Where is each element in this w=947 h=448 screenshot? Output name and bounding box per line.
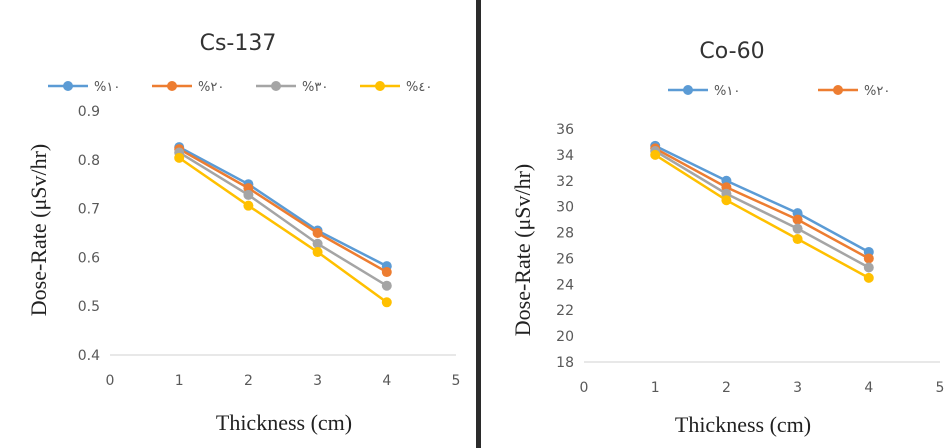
data-point [381, 297, 392, 308]
data-point [243, 183, 254, 194]
y-tick-label: 0.5 [78, 299, 100, 315]
data-point [721, 195, 732, 206]
data-point [863, 272, 874, 283]
data-point [381, 267, 392, 278]
chart-cs137: Cs-137 Dose-Rate (μSv/hr) Thickness (cm)… [26, 31, 461, 435]
y-tick-label: 18 [556, 355, 574, 371]
chart-title: Cs-137 [200, 31, 277, 56]
y-tick-label: 30 [556, 200, 574, 216]
x-tick-label: 3 [793, 380, 802, 396]
x-tick-label: 1 [175, 373, 184, 389]
x-tick-label: 3 [313, 373, 322, 389]
y-axis-label: Dose-Rate (μSv/hr) [26, 144, 51, 316]
x-tick-label: 1 [651, 380, 660, 396]
series-line [178, 146, 388, 268]
y-tick-label: 0.7 [78, 202, 100, 218]
x-axis-label: Thickness (cm) [675, 412, 811, 437]
data-point [863, 262, 874, 273]
data-point [174, 152, 185, 163]
data-point [792, 234, 803, 245]
x-tick-label: 2 [722, 380, 731, 396]
data-point [312, 228, 323, 238]
y-tick-label: 26 [556, 251, 574, 267]
legend-label: %٤٠ [406, 80, 432, 95]
data-point [863, 253, 874, 264]
series-line [654, 144, 870, 254]
y-tick-label: 34 [556, 148, 574, 164]
chart-panel-co60: Co-60 Dose-Rate (μSv/hr) Thickness (cm) … [481, 0, 947, 448]
chart-title: Co-60 [699, 39, 764, 64]
series-line [178, 156, 388, 304]
data-point [650, 149, 661, 160]
legend-label: %١٠ [94, 80, 120, 95]
legend-label: %٣٠ [302, 80, 328, 95]
data-point [243, 189, 254, 200]
legend-label: %٢٠ [198, 80, 224, 95]
chart-panel-cs137: Cs-137 Dose-Rate (μSv/hr) Thickness (cm)… [26, 31, 461, 435]
y-tick-label: 36 [556, 122, 574, 138]
chart-co60: Co-60 Dose-Rate (μSv/hr) Thickness (cm) … [510, 39, 945, 437]
y-tick-label: 28 [556, 226, 574, 242]
data-point [243, 200, 254, 211]
legend-marker [833, 85, 843, 95]
legend-marker [375, 81, 385, 91]
series-line [178, 151, 388, 287]
series-line [654, 153, 870, 279]
y-axis-label: Dose-Rate (μSv/hr) [510, 164, 535, 336]
data-point [792, 214, 803, 225]
y-tick-label: 0.9 [78, 104, 100, 120]
x-axis-label: Thickness (cm) [216, 410, 352, 435]
legend-marker [63, 81, 73, 91]
y-tick-label: 20 [556, 329, 574, 345]
series-line [654, 147, 870, 260]
y-tick-label: 32 [556, 174, 574, 190]
series-line [654, 149, 870, 269]
legend-marker [683, 85, 693, 95]
legend-label: %٢٠ [864, 84, 890, 99]
data-point [312, 247, 323, 258]
x-tick-label: 4 [864, 380, 873, 396]
x-tick-label: 2 [244, 373, 253, 389]
data-point [381, 280, 392, 291]
x-tick-label: 0 [580, 380, 589, 396]
data-point [312, 238, 323, 249]
data-point [792, 223, 803, 234]
y-tick-label: 0.6 [78, 250, 100, 266]
x-tick-label: 5 [452, 373, 461, 389]
panel-divider [476, 0, 481, 448]
legend-marker [167, 81, 177, 91]
y-tick-label: 0.8 [78, 153, 100, 169]
legend-label: %١٠ [714, 84, 740, 99]
x-tick-label: 0 [106, 373, 115, 389]
legend-marker [271, 81, 281, 91]
x-tick-label: 4 [382, 373, 391, 389]
y-tick-label: 0.4 [78, 348, 100, 364]
series-line [178, 147, 388, 274]
y-tick-label: 24 [556, 277, 574, 293]
y-tick-label: 22 [556, 303, 574, 319]
x-tick-label: 5 [936, 380, 945, 396]
